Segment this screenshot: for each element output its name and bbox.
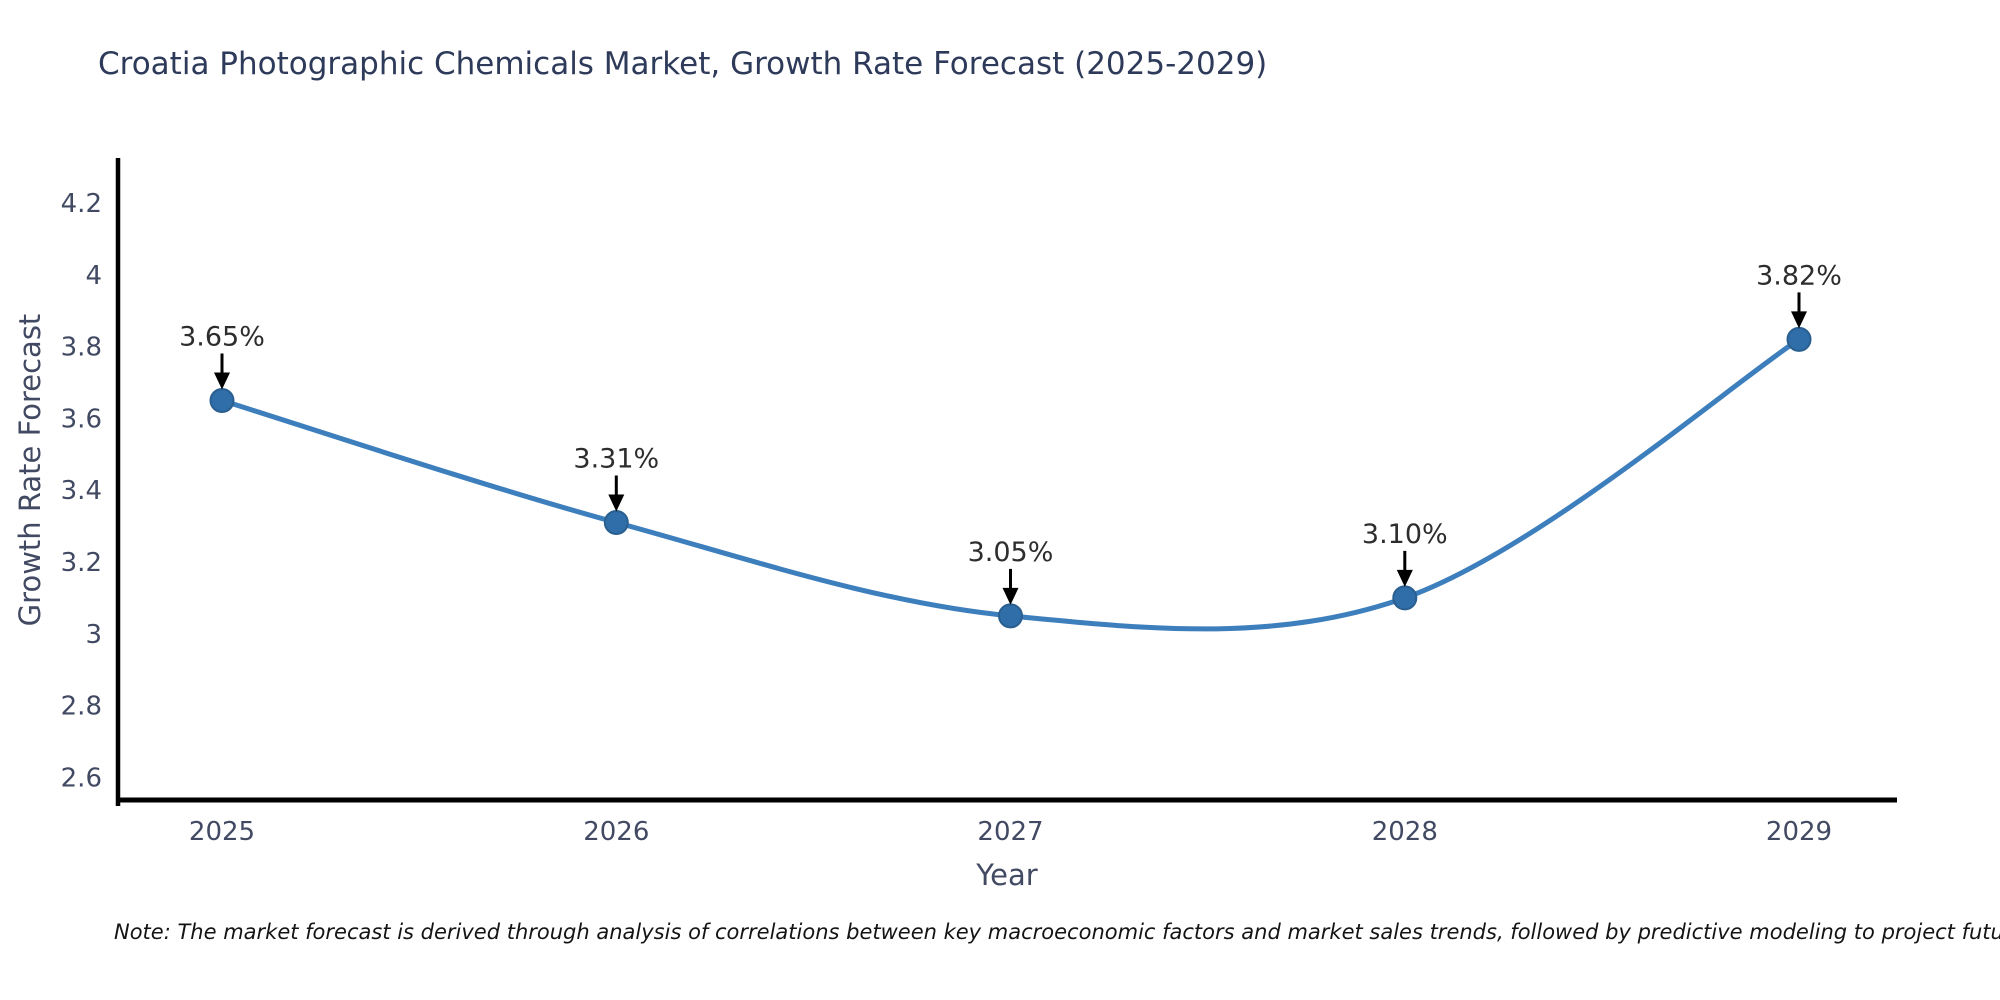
data-point-label: 3.65% bbox=[179, 322, 265, 353]
data-point-label: 3.82% bbox=[1756, 260, 1842, 291]
y-tick-label: 4 bbox=[85, 261, 102, 291]
y-tick-label: 3.2 bbox=[61, 548, 102, 578]
x-tick-label: 2029 bbox=[1766, 817, 1832, 847]
y-tick-label: 3 bbox=[85, 620, 102, 650]
data-point-marker bbox=[998, 603, 1023, 629]
y-tick-label: 4.2 bbox=[61, 189, 102, 219]
data-point-label: 3.05% bbox=[968, 537, 1054, 568]
data-point-marker bbox=[1786, 326, 1812, 352]
data-point-label: 3.10% bbox=[1362, 519, 1448, 550]
x-tick-label: 2025 bbox=[189, 817, 255, 847]
y-tick-label: 2.8 bbox=[61, 692, 102, 722]
footnote: Note: The market forecast is derived thr… bbox=[114, 920, 2000, 944]
x-tick-label: 2028 bbox=[1372, 817, 1438, 847]
chart-title: Croatia Photographic Chemicals Market, G… bbox=[98, 46, 1268, 82]
annotation-arrowhead-icon bbox=[214, 372, 230, 390]
x-axis-title: Year bbox=[976, 858, 1038, 892]
data-point-label: 3.31% bbox=[573, 444, 659, 475]
annotation-arrowhead-icon bbox=[1396, 569, 1413, 587]
x-tick-label: 2027 bbox=[977, 817, 1043, 847]
y-tick-label: 3.8 bbox=[61, 333, 102, 363]
y-tick-label: 2.6 bbox=[61, 763, 102, 793]
y-tick-label: 3.6 bbox=[61, 404, 102, 434]
annotation-arrowhead-icon bbox=[608, 494, 625, 512]
y-tick-label: 3.4 bbox=[61, 476, 102, 506]
data-point-marker bbox=[209, 388, 235, 413]
data-point-marker bbox=[603, 510, 629, 535]
data-point-marker bbox=[1392, 585, 1418, 611]
x-tick-label: 2026 bbox=[583, 817, 649, 847]
annotation-arrowhead-icon bbox=[1791, 311, 1807, 329]
annotation-arrowhead-icon bbox=[1002, 587, 1019, 605]
